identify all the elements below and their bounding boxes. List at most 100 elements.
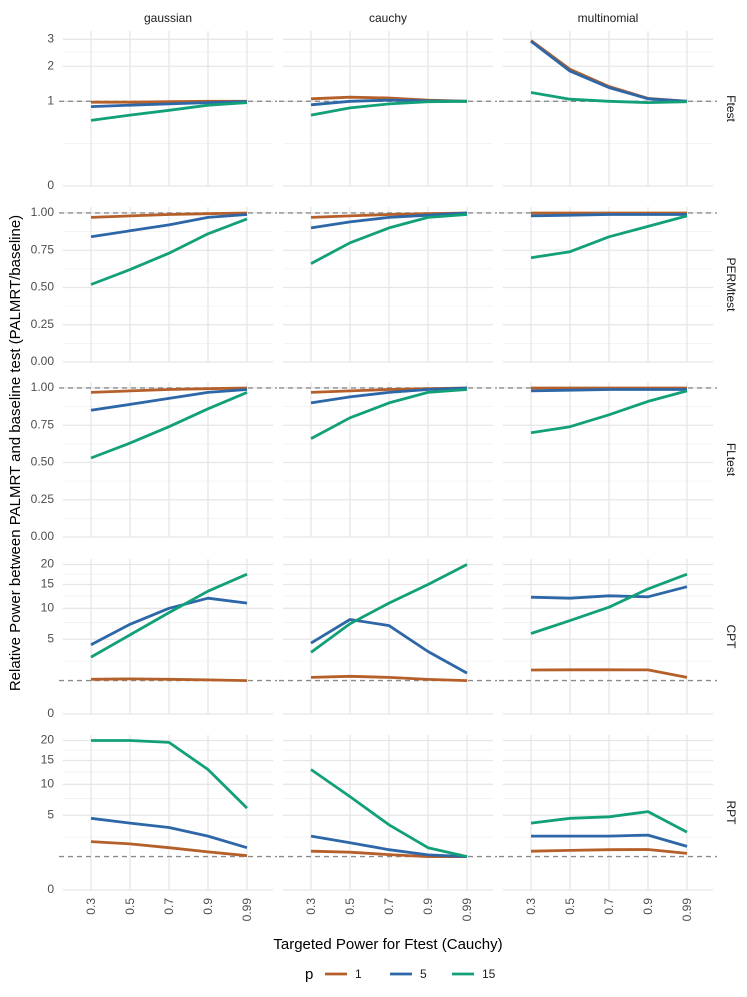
y-tick-label: 20 bbox=[41, 733, 55, 747]
series-line-p15 bbox=[90, 217, 248, 286]
panel-cauchy-fltest bbox=[279, 382, 497, 538]
series-line-p1 bbox=[90, 677, 248, 682]
panel-multinomial-rpt bbox=[499, 735, 717, 891]
y-tick-label: 10 bbox=[41, 776, 55, 790]
series-line-p5 bbox=[531, 833, 688, 848]
panel-cauchy-rpt bbox=[279, 735, 497, 891]
series-line-p1 bbox=[90, 211, 248, 219]
x-tick-label: 0.5 bbox=[123, 898, 137, 915]
series-line-p15 bbox=[310, 99, 468, 117]
y-tick-label: 0 bbox=[47, 882, 54, 896]
series-line-p5 bbox=[310, 211, 468, 230]
panels-layer bbox=[59, 31, 717, 891]
series-line-p15 bbox=[310, 563, 468, 654]
y-tick-label: 15 bbox=[41, 753, 55, 767]
x-tick-label: 0.99 bbox=[240, 898, 254, 922]
y-tick-label: 5 bbox=[47, 631, 54, 645]
panel-gaussian-fltest bbox=[59, 382, 277, 538]
x-tick-label: 0.7 bbox=[162, 898, 176, 915]
panel-gaussian-ftest bbox=[59, 31, 277, 187]
y-tick-label: 0.25 bbox=[31, 492, 55, 506]
y-tick-label: 0.50 bbox=[31, 280, 55, 294]
legend-label-p1: 1 bbox=[355, 967, 362, 981]
panel-multinomial-cpt bbox=[499, 559, 717, 715]
series-line-p5 bbox=[90, 816, 248, 850]
panel-cauchy-permtest bbox=[279, 207, 497, 363]
panel-gaussian-permtest bbox=[59, 207, 277, 363]
x-tick-label: 0.3 bbox=[304, 898, 318, 915]
x-tick-label: 0.9 bbox=[641, 898, 655, 915]
y-tick-label: 1.00 bbox=[31, 205, 55, 219]
series-line-p5 bbox=[310, 386, 468, 405]
panel-cauchy-ftest bbox=[279, 31, 497, 187]
panel-cauchy-cpt bbox=[279, 559, 497, 715]
panel-multinomial-permtest bbox=[499, 207, 717, 363]
x-tick-label: 0.5 bbox=[563, 898, 577, 915]
legend: p 1 5 15 bbox=[305, 966, 496, 983]
series-line-p5 bbox=[90, 596, 248, 646]
x-tick-label: 0.9 bbox=[421, 898, 435, 915]
facet-label-ftest: Ftest bbox=[724, 95, 738, 122]
y-tick-label: 1 bbox=[47, 93, 54, 107]
series-line-p5 bbox=[530, 213, 687, 218]
x-tick-label: 0.9 bbox=[201, 898, 215, 915]
x-tick-label: 0.7 bbox=[602, 898, 616, 915]
panel-gaussian-rpt bbox=[59, 735, 277, 891]
panel-gaussian-cpt bbox=[59, 559, 277, 715]
series-line-p5 bbox=[90, 100, 248, 108]
x-axis-title: Targeted Power for Ftest (Cauchy) bbox=[273, 936, 502, 953]
series-line-p5 bbox=[530, 388, 687, 393]
facet-label-multinomial: multinomial bbox=[578, 11, 639, 25]
series-line-p1 bbox=[90, 386, 248, 394]
x-tick-label: 0.3 bbox=[524, 898, 538, 915]
legend-title: p bbox=[305, 966, 313, 983]
legend-label-p15: 15 bbox=[482, 967, 496, 981]
series-line-p5 bbox=[530, 585, 688, 600]
y-tick-label: 0.50 bbox=[31, 455, 55, 469]
x-tick-label: 0.7 bbox=[382, 898, 396, 915]
y-tick-label: 0.75 bbox=[31, 417, 55, 431]
series-line-p15 bbox=[310, 388, 468, 440]
y-tick-label: 15 bbox=[41, 577, 55, 591]
labels-layer: gaussian cauchy multinomial Ftest 0 1 2 3 PERMte… bbox=[31, 11, 738, 921]
series-line-p15 bbox=[530, 91, 688, 104]
facet-label-cpt: CPT bbox=[724, 625, 738, 650]
y-tick-label: 5 bbox=[47, 807, 54, 821]
facet-label-gaussian: gaussian bbox=[144, 11, 192, 25]
y-tick-label: 0 bbox=[47, 178, 54, 192]
y-tick-label: 1.00 bbox=[31, 380, 55, 394]
x-tick-label: 0.99 bbox=[680, 898, 694, 922]
y-tick-label: 20 bbox=[41, 557, 55, 571]
facet-label-rpt: RPT bbox=[724, 801, 738, 826]
y-axis-title: Relative Power between PALMRT and baseli… bbox=[7, 215, 24, 691]
y-tick-label: 10 bbox=[41, 600, 55, 614]
series-line-p5 bbox=[310, 834, 468, 858]
series-line-p15 bbox=[310, 768, 468, 858]
x-tick-label: 0.5 bbox=[343, 898, 357, 915]
series-line-p1 bbox=[530, 848, 688, 855]
y-tick-label: 3 bbox=[47, 31, 54, 45]
y-tick-label: 0 bbox=[47, 706, 54, 720]
facet-label-cauchy: cauchy bbox=[369, 11, 407, 25]
x-tick-label: 0.99 bbox=[460, 898, 474, 922]
y-tick-label: 2 bbox=[47, 58, 54, 72]
series-line-p15 bbox=[90, 572, 248, 659]
series-line-p15 bbox=[530, 214, 688, 260]
series-line-p15 bbox=[90, 101, 248, 122]
series-line-p15 bbox=[530, 389, 688, 435]
series-line-p5 bbox=[90, 388, 248, 412]
y-tick-label: 0.25 bbox=[31, 317, 55, 331]
series-line-p15 bbox=[530, 572, 688, 635]
y-tick-label: 0.00 bbox=[31, 529, 55, 543]
panel-multinomial-ftest bbox=[499, 31, 717, 187]
y-tick-label: 0.75 bbox=[31, 242, 55, 256]
legend-label-p5: 5 bbox=[420, 967, 427, 981]
series-line-p5 bbox=[90, 213, 248, 239]
series-line-p15 bbox=[530, 810, 688, 834]
series-line-p15 bbox=[310, 213, 468, 265]
series-line-p5 bbox=[310, 618, 468, 675]
series-line-p5 bbox=[530, 40, 688, 103]
y-tick-label: 0.00 bbox=[31, 354, 55, 368]
series-line-p15 bbox=[90, 391, 248, 460]
